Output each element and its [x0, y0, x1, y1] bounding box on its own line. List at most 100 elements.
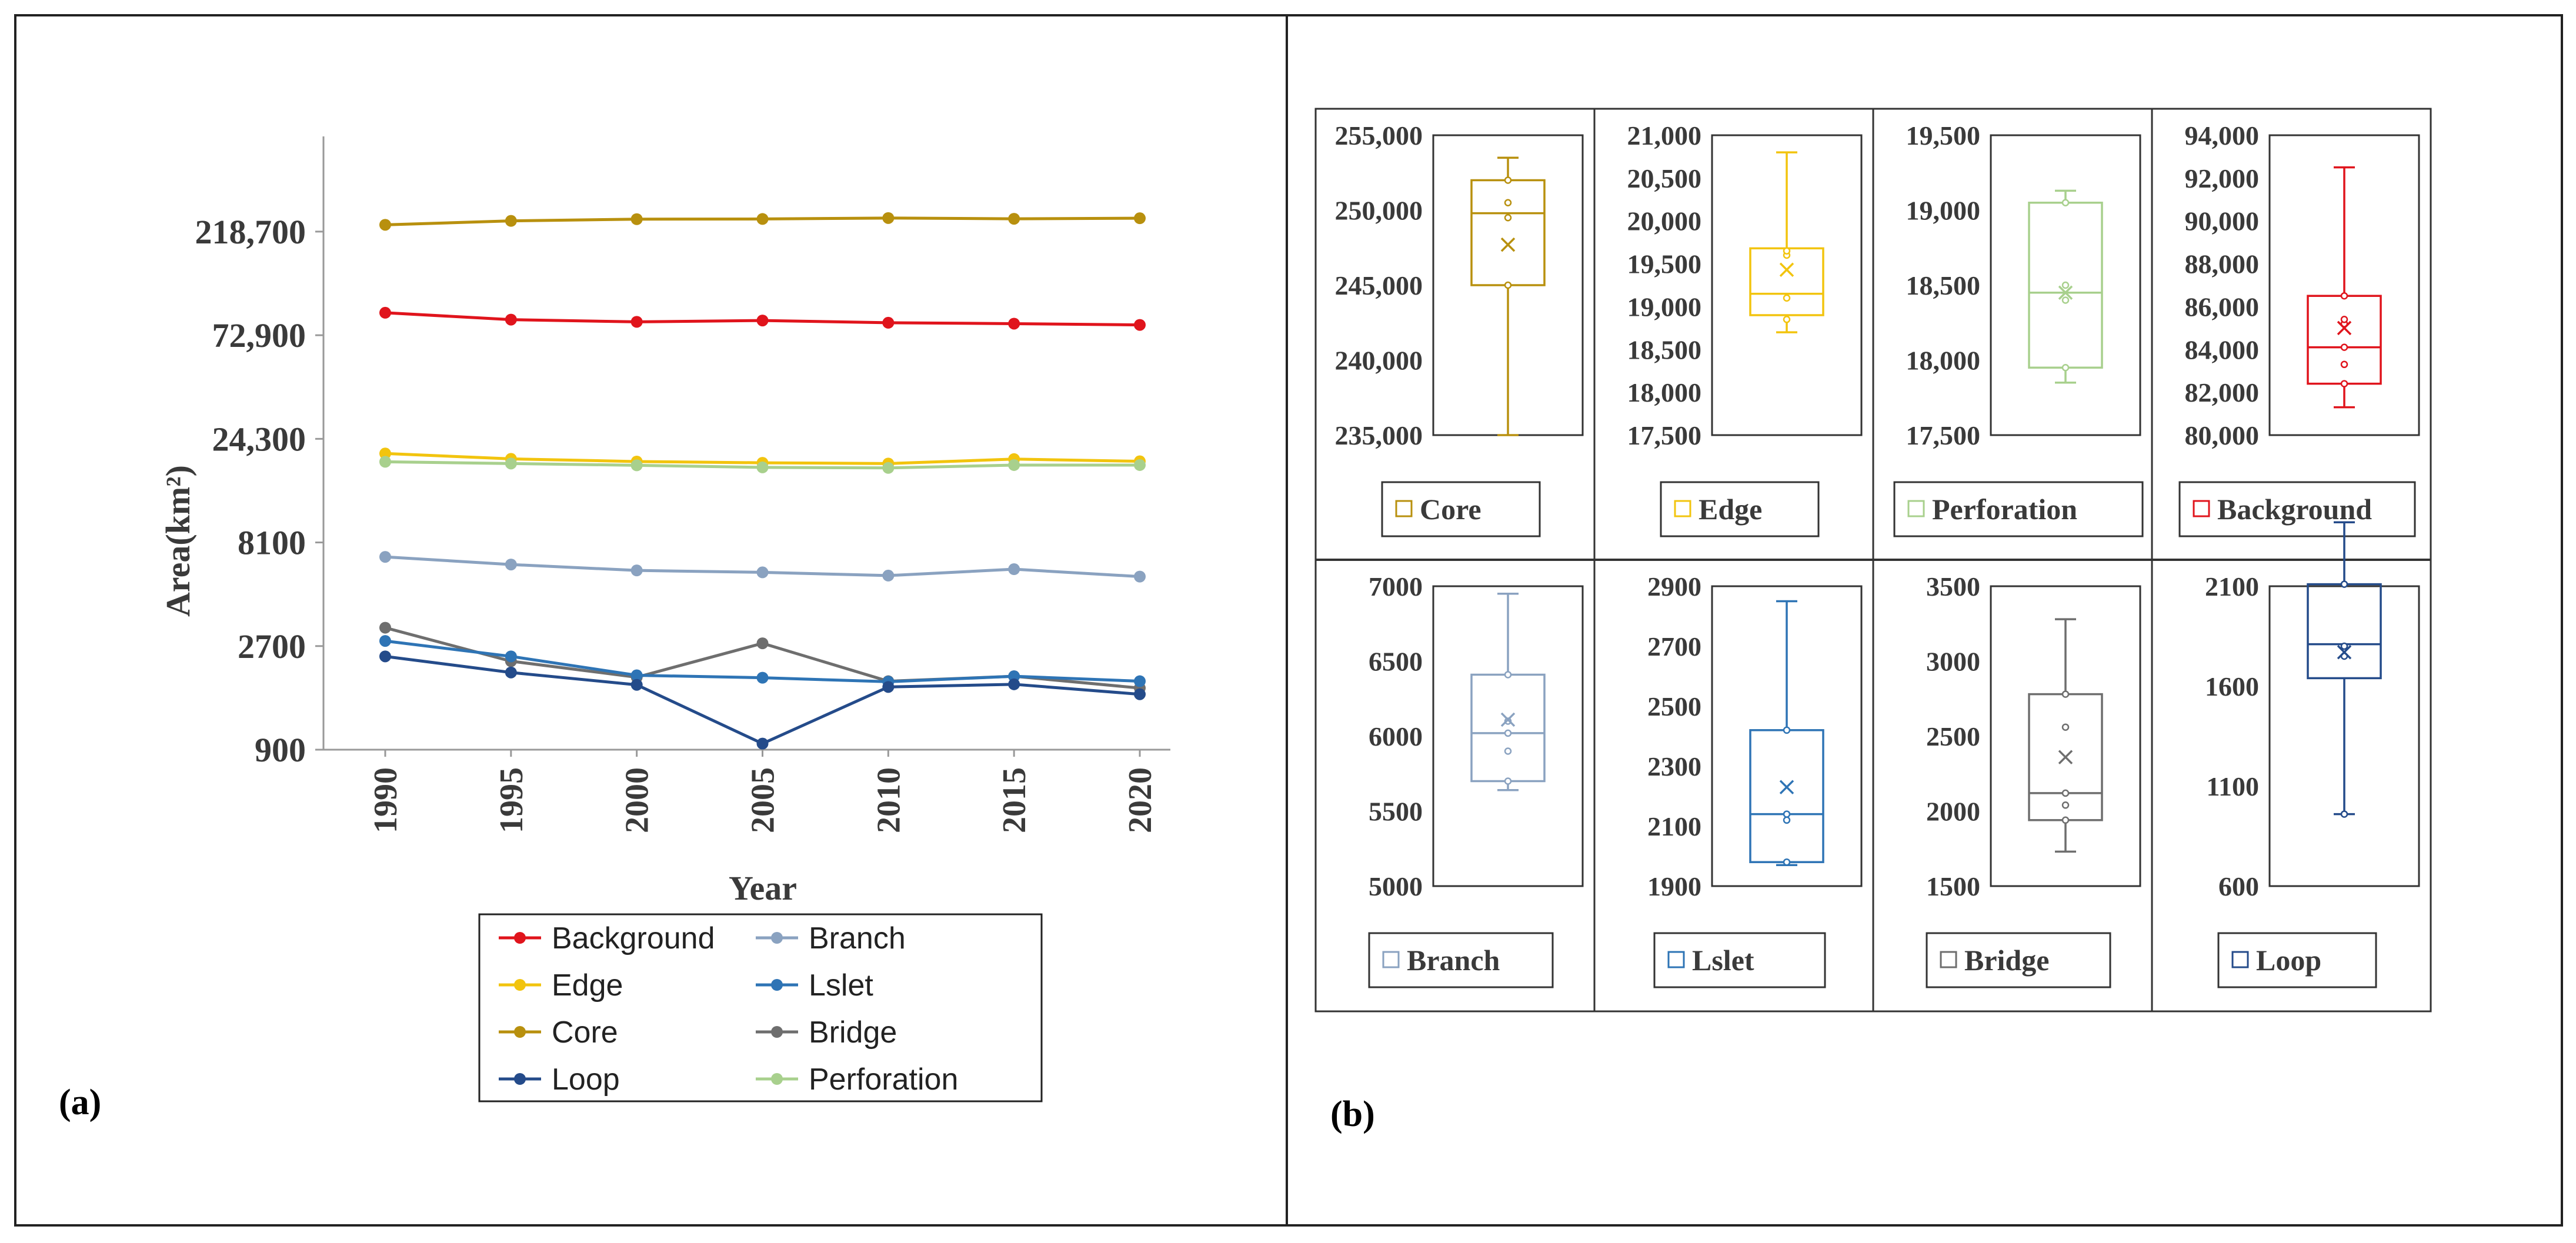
y-tick-label: 250,000 — [1335, 196, 1423, 226]
boxplot-legend-swatch — [1395, 500, 1413, 517]
y-tick-label: 19,000 — [1906, 196, 1981, 226]
boxplot-legend-swatch — [1674, 500, 1691, 517]
boxplot-legend-swatch — [1940, 951, 1957, 968]
y-tick-label: 2500 — [1647, 691, 1701, 721]
boxplot-legend-box — [1660, 481, 1820, 537]
boxplot-legend-swatch — [1907, 500, 1925, 517]
y-axis-title: Area(km²) — [159, 465, 197, 617]
data-point-perforation — [379, 456, 391, 468]
y-tick-label: 2100 — [1647, 811, 1701, 841]
boxplot-loop: 600 1100 1600 2100 Loop — [2205, 521, 2420, 988]
y-tick-label: 7000 — [1369, 572, 1423, 602]
boxplot-legend-box — [2217, 932, 2377, 988]
data-point-branch — [1134, 570, 1146, 583]
legend-label-edge: Edge — [552, 968, 623, 1003]
inner-point — [2061, 816, 2070, 824]
y-tick-label: 600 — [2218, 871, 2259, 901]
mean-marker — [2337, 644, 2352, 660]
inner-point — [2061, 789, 2070, 797]
inner-point — [2061, 364, 2070, 372]
boxplot-core: 235,000 240,000 245,000 250,000 255,000 Core — [1335, 121, 1584, 537]
legend-label-core: Core — [552, 1015, 618, 1050]
data-point-background — [630, 316, 643, 328]
mean-marker — [2058, 750, 2073, 764]
inner-point — [1504, 729, 1512, 737]
inner-point — [2061, 296, 2070, 304]
y-tick-label: 82,000 — [2185, 377, 2260, 407]
x-tick-label: 2010 — [870, 767, 907, 833]
data-point-core — [882, 212, 895, 224]
x-axis-title: Year — [729, 869, 797, 907]
y-tick-label: 5500 — [1369, 797, 1423, 827]
data-point-perforation — [630, 459, 643, 472]
y-tick-label: 17,500 — [1906, 420, 1981, 450]
inner-point — [2061, 690, 2070, 698]
boxplot-legend-swatch — [2193, 500, 2210, 517]
y-tick-label: 2500 — [1926, 721, 1980, 751]
inner-point — [1504, 671, 1512, 679]
data-point-branch — [882, 569, 895, 582]
y-tick-label: 218,700 — [195, 213, 306, 251]
data-point-branch — [379, 551, 391, 563]
data-point-lslet — [379, 635, 391, 647]
y-tick-label: 6000 — [1369, 721, 1423, 751]
y-tick-label: 2300 — [1647, 751, 1701, 781]
x-tick-label: 2020 — [1122, 767, 1159, 833]
y-tick-label: 2700 — [1647, 631, 1701, 661]
y-tick-label: 1600 — [2205, 671, 2259, 701]
y-tick-label: 255,000 — [1335, 121, 1423, 151]
y-tick-label: 18,500 — [1906, 270, 1981, 300]
legend-label-bridge: Bridge — [809, 1015, 897, 1050]
data-point-background — [1008, 318, 1020, 330]
data-point-core — [630, 213, 643, 225]
data-point-lslet — [1134, 675, 1146, 687]
y-tick-label: 2000 — [1926, 797, 1980, 827]
inner-point — [1783, 247, 1791, 255]
y-tick-label: 86,000 — [2185, 292, 2260, 322]
data-point-loop — [756, 737, 769, 750]
inner-point — [2340, 810, 2348, 818]
inner-point — [1783, 316, 1791, 323]
y-tick-label: 18,500 — [1627, 335, 1702, 365]
y-tick-label: 17,500 — [1627, 420, 1702, 450]
data-point-branch — [630, 564, 643, 577]
data-point-lslet — [630, 669, 643, 681]
y-tick-label: 3000 — [1926, 647, 1980, 677]
inner-point — [2340, 380, 2348, 387]
data-point-loop — [1008, 678, 1020, 690]
boxplot-bridge: 1500 2000 2500 3000 3500 Bridge — [1926, 572, 2141, 988]
boxplot-branch: 5000 5500 6000 6500 7000 Branch — [1368, 572, 1584, 988]
data-point-core — [505, 215, 517, 227]
data-point-background — [756, 315, 769, 327]
boxplot-lslet: 1900 2100 2300 2500 2700 2900 Lslet — [1647, 572, 1863, 988]
y-tick-label: 20,000 — [1627, 206, 1702, 236]
boxplot-legend-box — [1653, 932, 1826, 988]
boxplot-legend-label: Loop — [2256, 944, 2321, 977]
panel-b-label: (b) — [1330, 1094, 1375, 1134]
boxplot-legend-label: Background — [2217, 493, 2372, 526]
legend-label-lslet: Lslet — [809, 968, 873, 1003]
legend-marker-loop — [514, 1073, 526, 1085]
data-point-branch — [505, 559, 517, 571]
y-tick-label: 20,500 — [1627, 163, 1702, 193]
y-tick-label: 1100 — [2207, 771, 2259, 801]
data-point-branch — [1008, 563, 1020, 576]
legend-marker-core — [514, 1026, 526, 1038]
boxplot-legend-swatch — [1667, 951, 1685, 968]
boxplot-legend-box — [1368, 932, 1554, 988]
boxplot-legend-label: Edge — [1699, 493, 1762, 526]
x-tick-label: 2015 — [996, 767, 1033, 833]
data-point-background — [505, 313, 517, 326]
chart-legend: Background Branch Edge Lslet Core Bridge Loop P… — [478, 913, 1043, 1102]
data-point-perforation — [1134, 459, 1146, 471]
x-tick-label: 1995 — [493, 767, 530, 833]
y-tick-label: 92,000 — [2185, 163, 2260, 193]
inner-point — [2061, 281, 2070, 289]
data-point-edge — [379, 447, 391, 460]
inner-point — [1504, 199, 1512, 206]
boxplot-background: 80,000 82,000 84,000 86,000 88,000 90,000 92,0… — [2178, 121, 2420, 537]
inner-point — [2340, 642, 2348, 650]
mean-marker — [1500, 237, 1516, 252]
inner-point — [2340, 316, 2348, 323]
inner-point — [1504, 777, 1512, 785]
